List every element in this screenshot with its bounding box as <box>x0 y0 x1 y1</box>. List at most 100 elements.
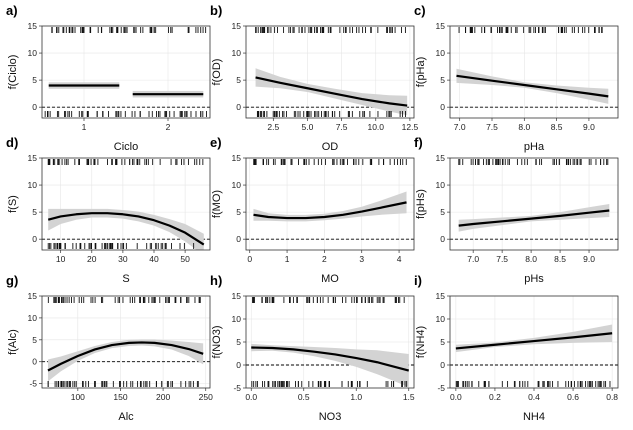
y-axis-label: f(Alc) <box>7 329 19 355</box>
y-tick-label: 10 <box>436 48 446 58</box>
y-axis-label: f(NH4) <box>415 326 427 358</box>
y-tick-label: 15 <box>28 21 38 31</box>
y-tick-label: 10 <box>232 48 242 58</box>
ci-band <box>255 68 408 116</box>
x-tick-label: 100 <box>71 392 85 402</box>
x-tick-label: 8.5 <box>551 122 563 132</box>
panel-frame <box>449 157 619 251</box>
rug-marks <box>251 297 408 387</box>
y-tick-label: 15 <box>28 291 38 301</box>
x-tick-label: 5.0 <box>302 122 314 132</box>
panel-h: -5 0 5 10 15 0.0 0.5 1.0 1.5 NO3 f(NO3) h) <box>210 273 415 423</box>
rug-marks <box>458 27 603 33</box>
y-axis-label: f(NO3) <box>211 326 223 359</box>
rug-marks <box>455 381 611 387</box>
panel-label: a) <box>6 3 18 18</box>
ci-band <box>253 191 407 222</box>
x-tick-label: 1 <box>82 122 87 132</box>
panel-frame <box>41 157 211 251</box>
panel-label: i) <box>414 273 422 288</box>
y-tick-label: 5 <box>236 337 241 347</box>
x-tick-label: 1.0 <box>350 392 362 402</box>
y-tick-label: 5 <box>236 207 241 217</box>
x-tick-label: 0.2 <box>489 392 501 402</box>
x-axis-label: OD <box>322 141 339 153</box>
rug-marks <box>44 27 207 117</box>
y-tick-label: -5 <box>437 383 445 393</box>
y-tick-label: 15 <box>436 21 446 31</box>
x-tick-label: 0 <box>247 254 252 264</box>
x-tick-label: 1.5 <box>403 392 415 402</box>
rug-marks <box>47 159 204 249</box>
x-tick-label: 1 <box>285 254 290 264</box>
x-tick-label: 2.5 <box>267 122 279 132</box>
panel-frame <box>449 25 619 119</box>
x-tick-label: 20 <box>87 254 97 264</box>
y-tick-label: 15 <box>436 153 446 163</box>
y-tick-label: -5 <box>233 383 241 393</box>
x-tick-label: 7.5 <box>496 254 508 264</box>
y-tick-label: 10 <box>28 180 38 190</box>
panel-label: e) <box>210 135 222 150</box>
rug-marks <box>255 27 406 117</box>
x-tick-label: 7.0 <box>467 254 479 264</box>
y-tick-label: 0 <box>32 357 37 367</box>
x-axis-label: pHa <box>524 141 545 153</box>
x-tick-label: 40 <box>149 254 159 264</box>
x-tick-label: 200 <box>156 392 170 402</box>
y-tick-label: -5 <box>29 379 37 389</box>
rug-marks <box>253 159 407 165</box>
x-tick-label: 250 <box>199 392 213 402</box>
y-tick-label: 5 <box>32 335 37 345</box>
y-tick-label: 15 <box>232 153 242 163</box>
effect-line <box>47 341 204 372</box>
panel-d: 0 5 10 15 10 20 30 40 50 Sf(S) d) <box>6 135 211 285</box>
y-tick-label: 5 <box>32 75 37 85</box>
y-tick-label: 0 <box>32 102 37 112</box>
effect-line <box>255 76 408 107</box>
y-tick-label: 15 <box>232 291 242 301</box>
effect-line <box>253 201 407 220</box>
rug-marks <box>458 159 609 165</box>
y-axis-label: f(S) <box>7 195 19 213</box>
effect-line <box>456 74 609 98</box>
y-tick-label: 5 <box>440 337 445 347</box>
x-axis-label: NH4 <box>523 411 545 423</box>
x-tick-label: 0.6 <box>567 392 579 402</box>
y-tick-label: 0 <box>236 234 241 244</box>
x-axis-label: Ciclo <box>114 141 138 153</box>
x-tick-label: 8.0 <box>518 122 530 132</box>
x-axis-label: Alc <box>118 411 134 423</box>
y-tick-label: 10 <box>436 314 446 324</box>
y-tick-label: 10 <box>28 48 38 58</box>
panel-label: h) <box>210 273 222 288</box>
panel-label: d) <box>6 135 18 150</box>
y-tick-label: 5 <box>440 75 445 85</box>
x-axis-label: NO3 <box>319 411 342 423</box>
y-tick-label: 15 <box>28 153 38 163</box>
x-tick-label: 0.0 <box>450 392 462 402</box>
plot-area <box>450 158 618 250</box>
panel-g: -5 0 5 10 15 100 150 200 250 Alc f(Alc) g) <box>6 273 213 423</box>
y-tick-label: 5 <box>32 207 37 217</box>
panel-c: 0 5 10 15 7.0 7.5 8.0 8.5 9.0 pHa f(pHa) c) <box>414 3 619 153</box>
x-tick-label: 30 <box>118 254 128 264</box>
x-tick-label: 2 <box>166 122 171 132</box>
rug-marks <box>47 297 201 387</box>
x-axis-label: S <box>122 273 129 285</box>
x-tick-label: 7.0 <box>454 122 466 132</box>
panel-frame <box>245 25 415 119</box>
y-tick-label: 0 <box>236 360 241 370</box>
y-axis-label: f(pHa) <box>415 57 427 88</box>
y-tick-label: 0 <box>440 102 445 112</box>
panel-a: 0 5 10 15 1 2 Ciclo f(Ciclo) a) <box>6 3 211 153</box>
plot-area <box>42 26 210 118</box>
effect-line <box>458 209 610 227</box>
y-tick-label: 0 <box>440 234 445 244</box>
x-tick-label: 150 <box>113 392 127 402</box>
y-axis-label: f(pHs) <box>415 189 427 219</box>
x-axis-label: MO <box>321 273 339 285</box>
y-tick-label: 5 <box>440 207 445 217</box>
ci-band <box>251 343 409 388</box>
